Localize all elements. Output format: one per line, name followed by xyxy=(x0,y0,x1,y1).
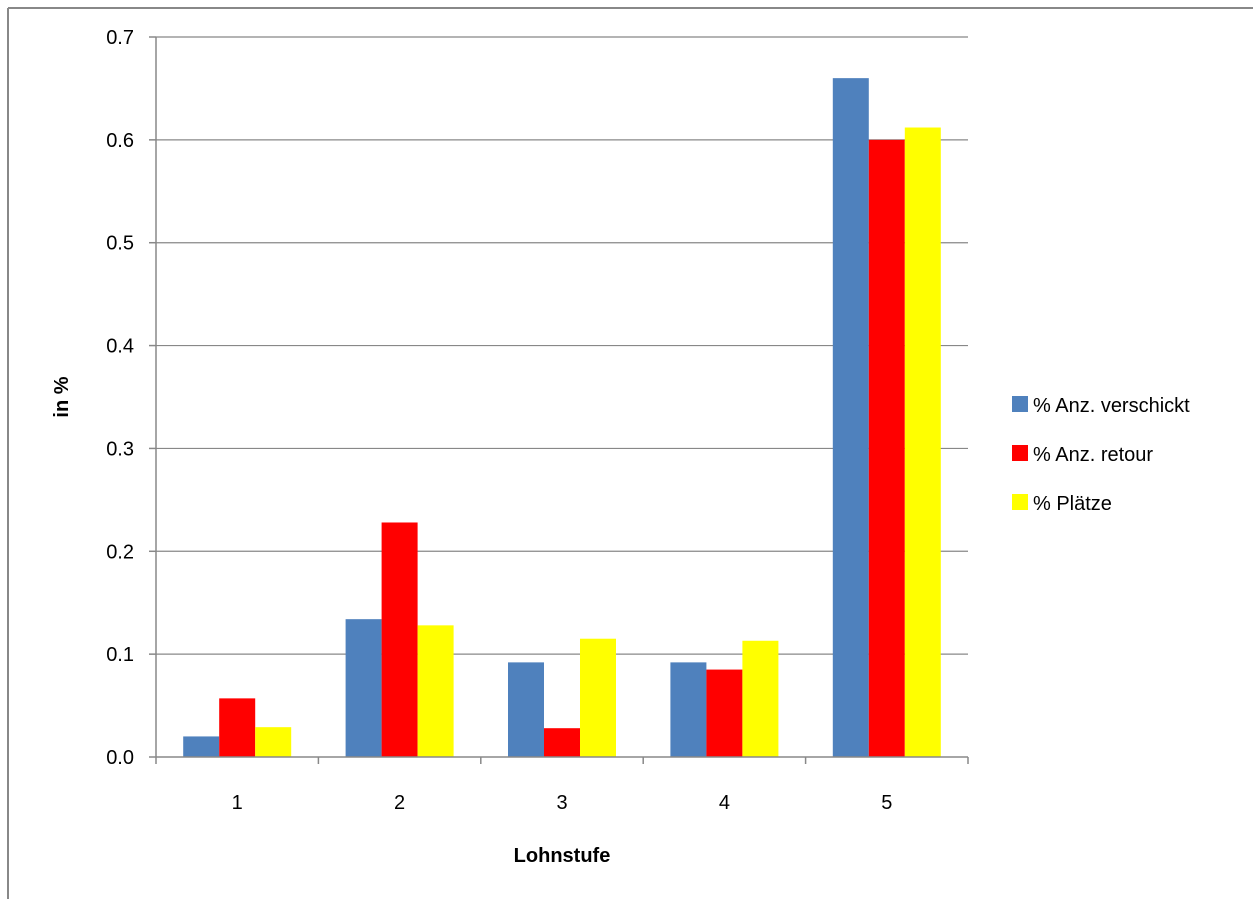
y-tick-label: 0.7 xyxy=(106,27,134,49)
bar xyxy=(219,698,256,757)
bar xyxy=(868,139,905,757)
bar xyxy=(832,78,869,757)
bar xyxy=(742,640,779,757)
bar xyxy=(904,127,941,757)
y-tick-label: 0.5 xyxy=(106,233,134,255)
bar xyxy=(544,728,580,757)
gridlines xyxy=(156,36,968,655)
y-axis-title: in % xyxy=(51,376,73,417)
bar xyxy=(255,727,292,757)
y-tick-label: 0.2 xyxy=(106,541,134,563)
bar xyxy=(706,669,743,757)
x-tick-labels: 1 2 3 4 5 xyxy=(232,792,893,814)
legend-label: % Anz. verschickt xyxy=(1033,395,1190,417)
bar xyxy=(417,625,454,757)
legend-swatch xyxy=(1012,445,1028,461)
y-tick-label: 0.1 xyxy=(106,644,134,666)
x-tick-label: 1 xyxy=(232,792,243,814)
bar xyxy=(345,619,382,757)
y-tick-label: 0.3 xyxy=(106,438,134,460)
axes xyxy=(149,36,969,764)
x-tick-label: 3 xyxy=(556,792,567,814)
legend: % Anz. verschickt % Anz. retour % Plätze xyxy=(1012,395,1190,515)
bar xyxy=(381,522,418,757)
y-tick-labels: 0.0 0.1 0.2 0.3 0.4 0.5 0.6 0.7 xyxy=(106,27,134,769)
x-tick-label: 2 xyxy=(394,792,405,814)
y-tick-label: 0.0 xyxy=(106,747,134,769)
legend-label: % Anz. retour xyxy=(1033,444,1153,466)
y-tick-label: 0.4 xyxy=(106,336,134,358)
legend-label: % Plätze xyxy=(1033,493,1112,515)
y-tick-label: 0.6 xyxy=(106,130,134,152)
bar xyxy=(670,662,707,757)
x-tick-label: 4 xyxy=(719,792,730,814)
legend-swatch xyxy=(1012,494,1028,510)
bar xyxy=(580,638,616,757)
legend-swatch xyxy=(1012,396,1028,412)
bars xyxy=(183,78,941,757)
x-tick-label: 5 xyxy=(881,792,892,814)
x-axis-title: Lohnstufe xyxy=(514,845,611,867)
bar xyxy=(183,736,220,757)
bar xyxy=(508,662,544,757)
